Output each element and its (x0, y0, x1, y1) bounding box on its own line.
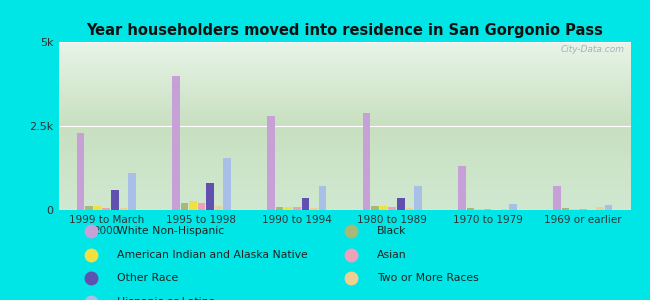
Bar (215, 206, 222, 210)
Text: Other Race: Other Race (117, 273, 178, 283)
Title: Year householders moved into residence in San Gorgonio Pass: Year householders moved into residence i… (86, 23, 603, 38)
Bar (128, 173, 136, 210)
Bar (371, 206, 379, 210)
Bar (285, 207, 292, 210)
Bar (111, 190, 118, 210)
Bar (458, 166, 465, 210)
Bar (389, 207, 396, 210)
Bar (363, 112, 370, 210)
Bar (181, 202, 188, 210)
Text: Black: Black (377, 226, 406, 236)
Bar (206, 183, 214, 210)
Bar (310, 208, 318, 210)
Bar (293, 207, 300, 210)
Bar (380, 206, 387, 210)
Bar (94, 206, 101, 210)
Bar (553, 187, 561, 210)
Bar (77, 133, 85, 210)
Text: City-Data.com: City-Data.com (561, 45, 625, 54)
Bar (571, 209, 578, 210)
Text: Hispanic or Latino: Hispanic or Latino (117, 297, 215, 300)
Bar (475, 209, 483, 210)
Bar (414, 187, 422, 210)
Bar (397, 198, 404, 210)
Bar (267, 116, 275, 210)
Bar (596, 207, 604, 210)
Text: Two or More Races: Two or More Races (377, 273, 479, 283)
Bar (198, 202, 205, 210)
Bar (604, 205, 612, 210)
Bar (562, 208, 569, 210)
Bar (579, 209, 586, 210)
Bar (484, 209, 491, 210)
Bar (302, 198, 309, 210)
Text: American Indian and Alaska Native: American Indian and Alaska Native (117, 250, 307, 260)
Text: Asian: Asian (377, 250, 407, 260)
Bar (85, 206, 93, 210)
Text: White Non-Hispanic: White Non-Hispanic (117, 226, 224, 236)
Bar (406, 208, 413, 210)
Bar (501, 209, 508, 210)
Bar (172, 76, 179, 210)
Bar (276, 207, 283, 210)
Bar (467, 208, 474, 210)
Bar (120, 208, 127, 210)
Bar (103, 208, 110, 210)
Bar (224, 158, 231, 210)
Bar (510, 204, 517, 210)
Bar (318, 187, 326, 210)
Bar (189, 201, 197, 210)
